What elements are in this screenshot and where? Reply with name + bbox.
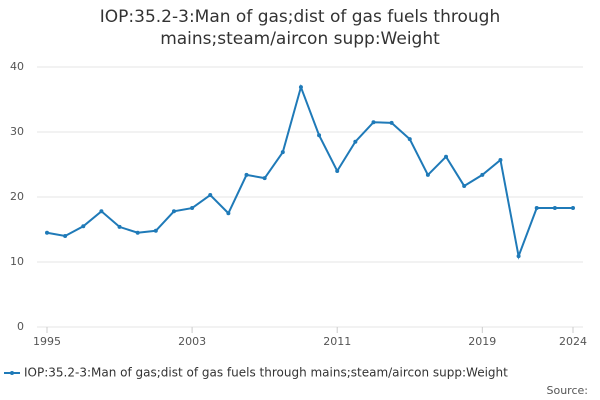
y-tick-label: 10	[10, 255, 24, 268]
point	[117, 224, 122, 229]
point	[298, 85, 303, 90]
point	[171, 209, 176, 214]
point	[135, 230, 140, 235]
point	[335, 169, 340, 173]
point	[208, 193, 213, 198]
source: Source:	[547, 384, 589, 397]
x-tick-label: 2011	[323, 335, 351, 348]
point	[262, 176, 267, 181]
chart-title: IOP:35.2-3:Man of gas;dist of gas fuels …	[99, 7, 501, 49]
y-tick-label: 20	[10, 190, 24, 203]
point	[226, 211, 231, 216]
point	[425, 172, 430, 177]
point	[498, 157, 503, 162]
point	[190, 206, 195, 211]
point	[244, 172, 249, 177]
point	[571, 206, 575, 211]
y-tick-label: 0	[17, 320, 24, 333]
y-tick-label: 30	[10, 125, 24, 138]
series-line	[46, 83, 573, 260]
y-tick-label: 40	[10, 60, 24, 73]
x-tick-label: 2019	[468, 335, 496, 348]
x-tick-label: 2003	[178, 335, 206, 348]
point	[552, 206, 557, 211]
point	[407, 137, 412, 142]
point	[516, 254, 521, 259]
point	[63, 234, 68, 238]
point	[480, 172, 485, 177]
point	[153, 228, 158, 233]
point	[353, 139, 358, 144]
x-tick-label: 1995	[33, 335, 61, 348]
legend-marker	[10, 371, 14, 375]
point	[280, 150, 285, 155]
point	[534, 206, 539, 211]
x-tick-label: 2024	[559, 335, 587, 348]
point	[99, 209, 104, 214]
point	[371, 120, 376, 125]
point	[317, 133, 322, 138]
legend-label: IOP:35.2-3:Man of gas;dist of gas fuels …	[24, 366, 508, 380]
point	[462, 183, 467, 188]
point	[389, 120, 394, 125]
point	[45, 230, 49, 235]
point	[444, 154, 449, 159]
point	[81, 224, 86, 229]
